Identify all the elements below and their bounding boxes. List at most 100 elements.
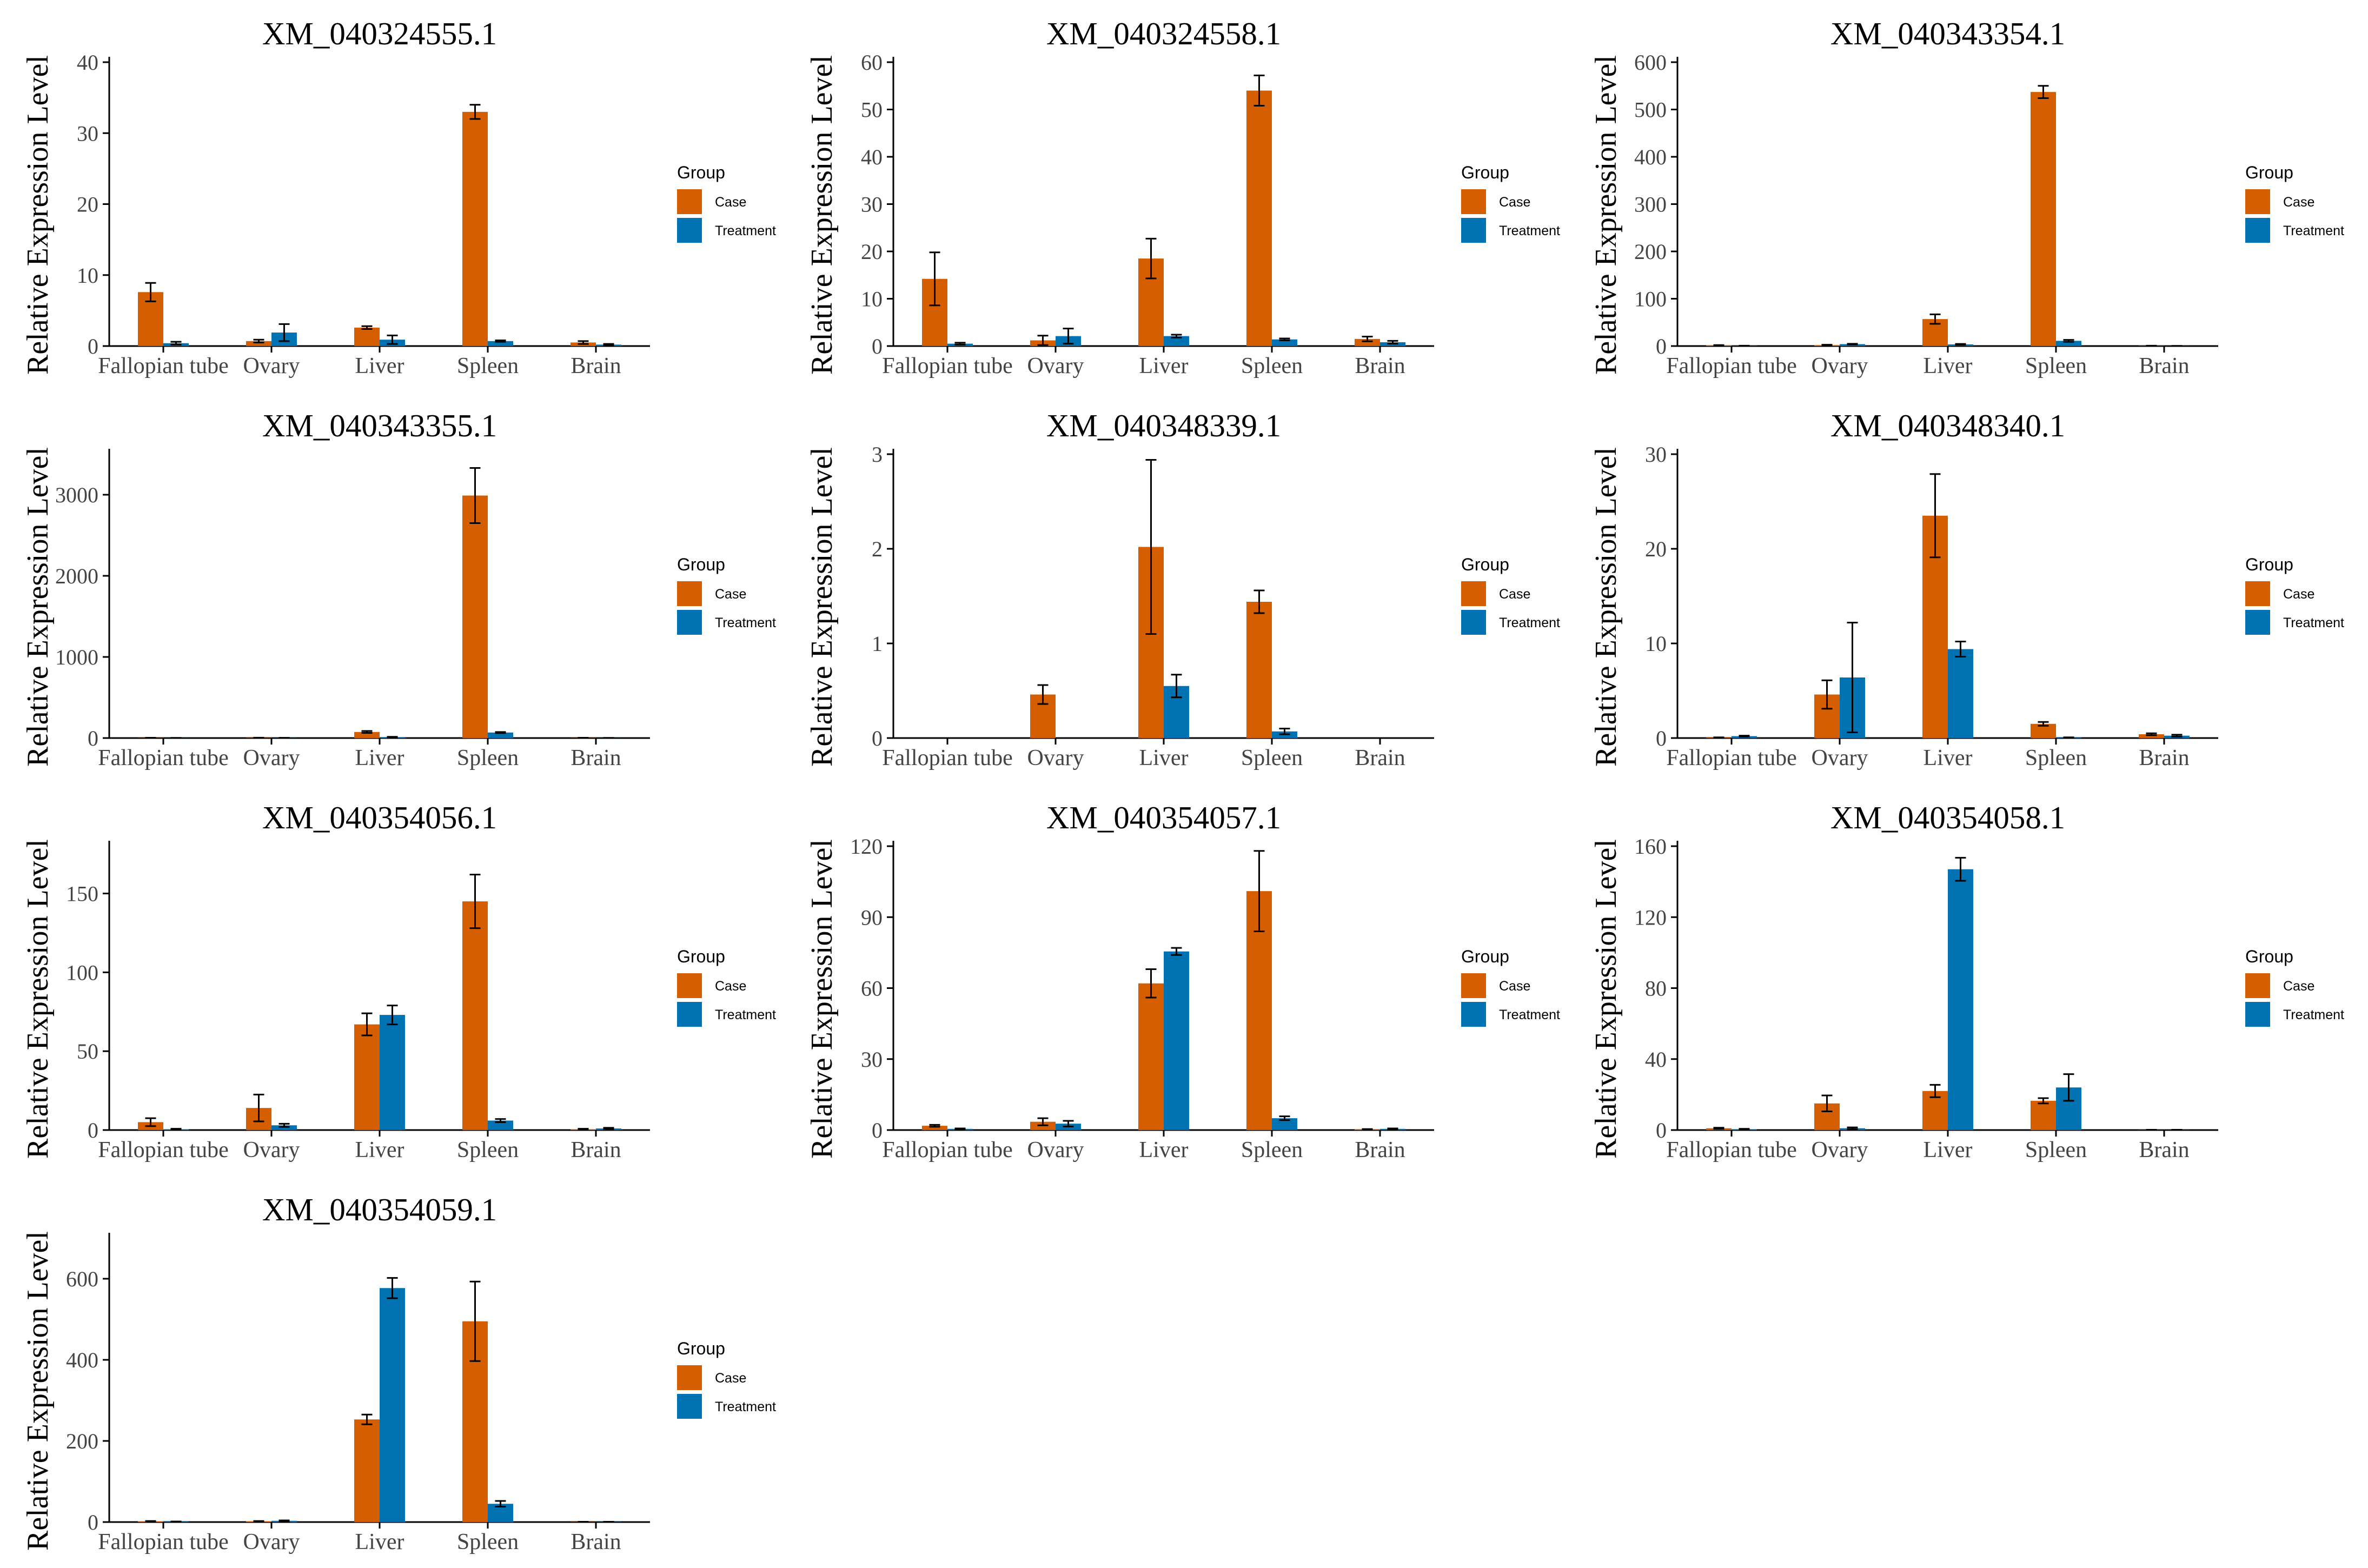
x-tick-label: Ovary bbox=[243, 746, 300, 770]
y-tick-label: 80 bbox=[1645, 976, 1667, 1001]
x-tick-label: Fallopian tube bbox=[98, 746, 228, 770]
legend-swatch bbox=[677, 1365, 702, 1390]
bar-case bbox=[354, 1025, 380, 1130]
legend-label: Treatment bbox=[715, 1399, 776, 1414]
y-tick-label: 0 bbox=[1656, 1118, 1667, 1142]
bar-case bbox=[462, 112, 488, 346]
legend-label: Case bbox=[715, 1371, 746, 1386]
y-tick-label: 10 bbox=[77, 263, 98, 288]
y-axis-label: Relative Expression Level bbox=[805, 55, 839, 375]
x-tick-label: Liver bbox=[1139, 746, 1189, 770]
y-tick-label: 0 bbox=[88, 726, 98, 750]
legend-swatch bbox=[677, 581, 702, 606]
x-tick-label: Ovary bbox=[243, 354, 300, 378]
x-tick-label: Fallopian tube bbox=[882, 1138, 1012, 1162]
legend-title: Group bbox=[677, 163, 725, 182]
x-tick-label: Spleen bbox=[457, 354, 519, 378]
y-tick-label: 2000 bbox=[55, 564, 98, 588]
y-tick-label: 0 bbox=[872, 726, 883, 750]
legend-label: Case bbox=[715, 195, 746, 210]
bar-case bbox=[462, 496, 488, 739]
legend-swatch bbox=[677, 218, 702, 243]
x-tick-label: Brain bbox=[1355, 746, 1405, 770]
x-tick-label: Brain bbox=[571, 1138, 621, 1162]
legend-title: Group bbox=[677, 947, 725, 966]
legend-swatch bbox=[1461, 218, 1486, 243]
x-tick-label: Spleen bbox=[457, 746, 519, 770]
x-tick-label: Fallopian tube bbox=[882, 746, 1012, 770]
legend-label: Treatment bbox=[715, 1007, 776, 1022]
y-axis-label: Relative Expression Level bbox=[1589, 55, 1623, 375]
legend-label: Case bbox=[2283, 195, 2314, 210]
x-tick-label: Fallopian tube bbox=[882, 354, 1012, 378]
legend-swatch bbox=[2245, 218, 2270, 243]
legend-swatch bbox=[677, 1394, 702, 1419]
y-tick-label: 90 bbox=[861, 905, 883, 929]
legend-title: Group bbox=[2245, 555, 2293, 574]
x-tick-label: Spleen bbox=[457, 1530, 519, 1554]
x-tick-label: Ovary bbox=[1812, 1138, 1868, 1162]
legend-swatch bbox=[677, 189, 702, 214]
y-tick-label: 30 bbox=[77, 121, 98, 145]
y-tick-label: 500 bbox=[1634, 98, 1667, 122]
chart-title: XM_040354056.1 bbox=[262, 800, 497, 835]
bar-case bbox=[2031, 92, 2056, 346]
y-tick-label: 10 bbox=[861, 287, 883, 311]
y-tick-label: 40 bbox=[77, 50, 98, 75]
y-tick-label: 120 bbox=[1634, 905, 1667, 929]
chart-title: XM_040324555.1 bbox=[262, 16, 497, 51]
legend-label: Case bbox=[715, 587, 746, 602]
x-tick-label: Fallopian tube bbox=[1666, 354, 1796, 378]
x-tick-label: Ovary bbox=[243, 1530, 300, 1554]
legend-swatch bbox=[2245, 1002, 2270, 1027]
y-tick-label: 40 bbox=[1645, 1047, 1667, 1072]
x-tick-label: Ovary bbox=[1027, 746, 1084, 770]
legend-title: Group bbox=[1461, 163, 1509, 182]
y-tick-label: 30 bbox=[861, 1047, 883, 1072]
bar-case bbox=[462, 901, 488, 1130]
bar-treatment bbox=[1164, 952, 1189, 1130]
y-tick-label: 0 bbox=[1656, 334, 1667, 358]
x-tick-label: Spleen bbox=[457, 1138, 519, 1162]
legend-label: Treatment bbox=[715, 615, 776, 630]
y-tick-label: 150 bbox=[66, 882, 98, 906]
y-tick-label: 30 bbox=[1645, 442, 1667, 467]
y-tick-label: 20 bbox=[1645, 537, 1667, 561]
legend-swatch bbox=[2245, 581, 2270, 606]
bar-case bbox=[1138, 984, 1164, 1130]
x-tick-label: Spleen bbox=[1241, 354, 1303, 378]
y-tick-label: 600 bbox=[66, 1267, 98, 1291]
chart-title: XM_040354058.1 bbox=[1830, 800, 2065, 835]
x-tick-label: Ovary bbox=[1812, 354, 1868, 378]
y-axis-label: Relative Expression Level bbox=[1589, 447, 1623, 767]
x-tick-label: Spleen bbox=[1241, 746, 1303, 770]
y-tick-label: 20 bbox=[77, 192, 98, 217]
chart-title: XM_040348339.1 bbox=[1046, 408, 1281, 443]
legend-label: Case bbox=[2283, 979, 2314, 994]
y-axis-label: Relative Expression Level bbox=[805, 839, 839, 1159]
x-tick-label: Liver bbox=[355, 1530, 404, 1554]
y-tick-label: 300 bbox=[1634, 192, 1667, 217]
x-tick-label: Ovary bbox=[1027, 354, 1084, 378]
y-tick-label: 0 bbox=[872, 1118, 883, 1142]
y-tick-label: 50 bbox=[77, 1039, 98, 1064]
x-tick-label: Liver bbox=[355, 746, 404, 770]
bar-treatment bbox=[380, 1288, 405, 1522]
y-tick-label: 40 bbox=[861, 145, 883, 169]
legend-swatch bbox=[2245, 189, 2270, 214]
x-tick-label: Liver bbox=[355, 1138, 404, 1162]
bar-case bbox=[1246, 91, 1272, 347]
y-tick-label: 400 bbox=[66, 1348, 98, 1372]
y-tick-label: 1 bbox=[872, 632, 883, 656]
y-tick-label: 0 bbox=[88, 334, 98, 358]
